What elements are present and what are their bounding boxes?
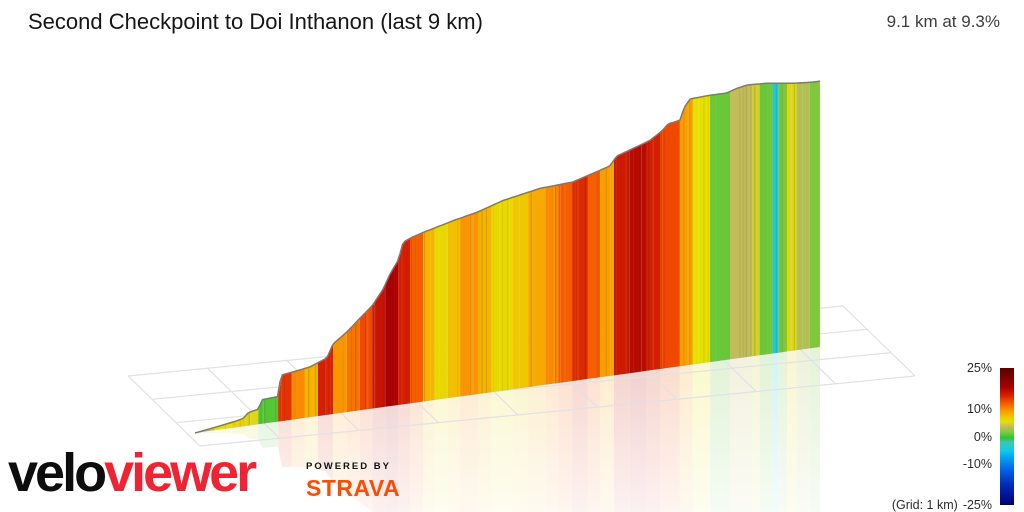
legend-tick-label: -10% — [962, 456, 992, 471]
legend-tick-0: 0% — [974, 430, 992, 444]
ribbon-slice — [434, 222, 448, 400]
legend-tick-label: 0% — [973, 429, 992, 444]
ribbon-slice — [478, 205, 492, 395]
ribbon-slice — [304, 362, 318, 418]
grid-line — [127, 375, 201, 447]
grid-line — [199, 375, 916, 447]
legend-tick-label: 25% — [966, 361, 992, 375]
ribbon-slice — [730, 84, 753, 360]
ribbon-slice — [759, 83, 773, 356]
ribbon-slice — [572, 175, 588, 382]
ribbon-slice — [512, 192, 529, 390]
ribbon-outline — [194, 80, 821, 434]
ribbon-slice — [752, 83, 760, 357]
legend-tick--25: (Grid: 1 km) -25% — [892, 498, 992, 512]
grid-line — [842, 305, 916, 377]
legend-tick-10: 10% — [967, 402, 992, 416]
legend-tick--10: -10% — [963, 457, 992, 471]
ribbon-slice — [423, 227, 435, 402]
grid-line — [207, 367, 280, 439]
powered-by-label: POWERED BY — [306, 461, 391, 472]
legend-tick-25: 25% — [967, 361, 992, 375]
legend-tick-label: -25% — [962, 498, 992, 512]
legend-grid-note: (Grid: 1 km) — [891, 498, 958, 512]
ribbon-slice — [660, 120, 680, 369]
ribbon-slice — [710, 91, 730, 363]
gradient-legend: 25% 10% 0% -10% (Grid: 1 km) -25% — [840, 361, 1014, 512]
ribbon-slice — [398, 238, 410, 405]
ribbon-slice — [346, 318, 360, 413]
ribbon-slice — [372, 284, 386, 409]
ribbon — [195, 81, 820, 433]
ribbon-slice — [679, 98, 693, 367]
chart-title: Second Checkpoint to Doi Inthanon (last … — [28, 9, 483, 34]
ribbon-slice — [359, 305, 373, 411]
legend-tick-label: 10% — [966, 402, 992, 417]
ribbon-slice — [692, 95, 711, 365]
veloviewer-logo: veloviewer — [8, 443, 257, 503]
ribbon-slice — [460, 211, 478, 397]
ribbon-slice — [385, 260, 399, 407]
ribbon-slice — [410, 232, 423, 404]
distance-gradient-stat: 9.1 km at 9.3% — [886, 12, 1000, 31]
ribbon-slice — [629, 141, 647, 374]
strava-attribution: POWERED BY STRAVA — [306, 461, 400, 502]
legend-colorbar — [1000, 368, 1014, 505]
strava-logo: STRAVA — [306, 475, 401, 501]
ribbon-slice — [491, 197, 513, 393]
logo-velo: velo — [8, 443, 107, 503]
ribbon-slice — [545, 184, 559, 385]
ribbon-slice — [600, 160, 614, 378]
logo-viewer: viewer — [104, 443, 257, 503]
ribbon-slice — [809, 81, 820, 349]
